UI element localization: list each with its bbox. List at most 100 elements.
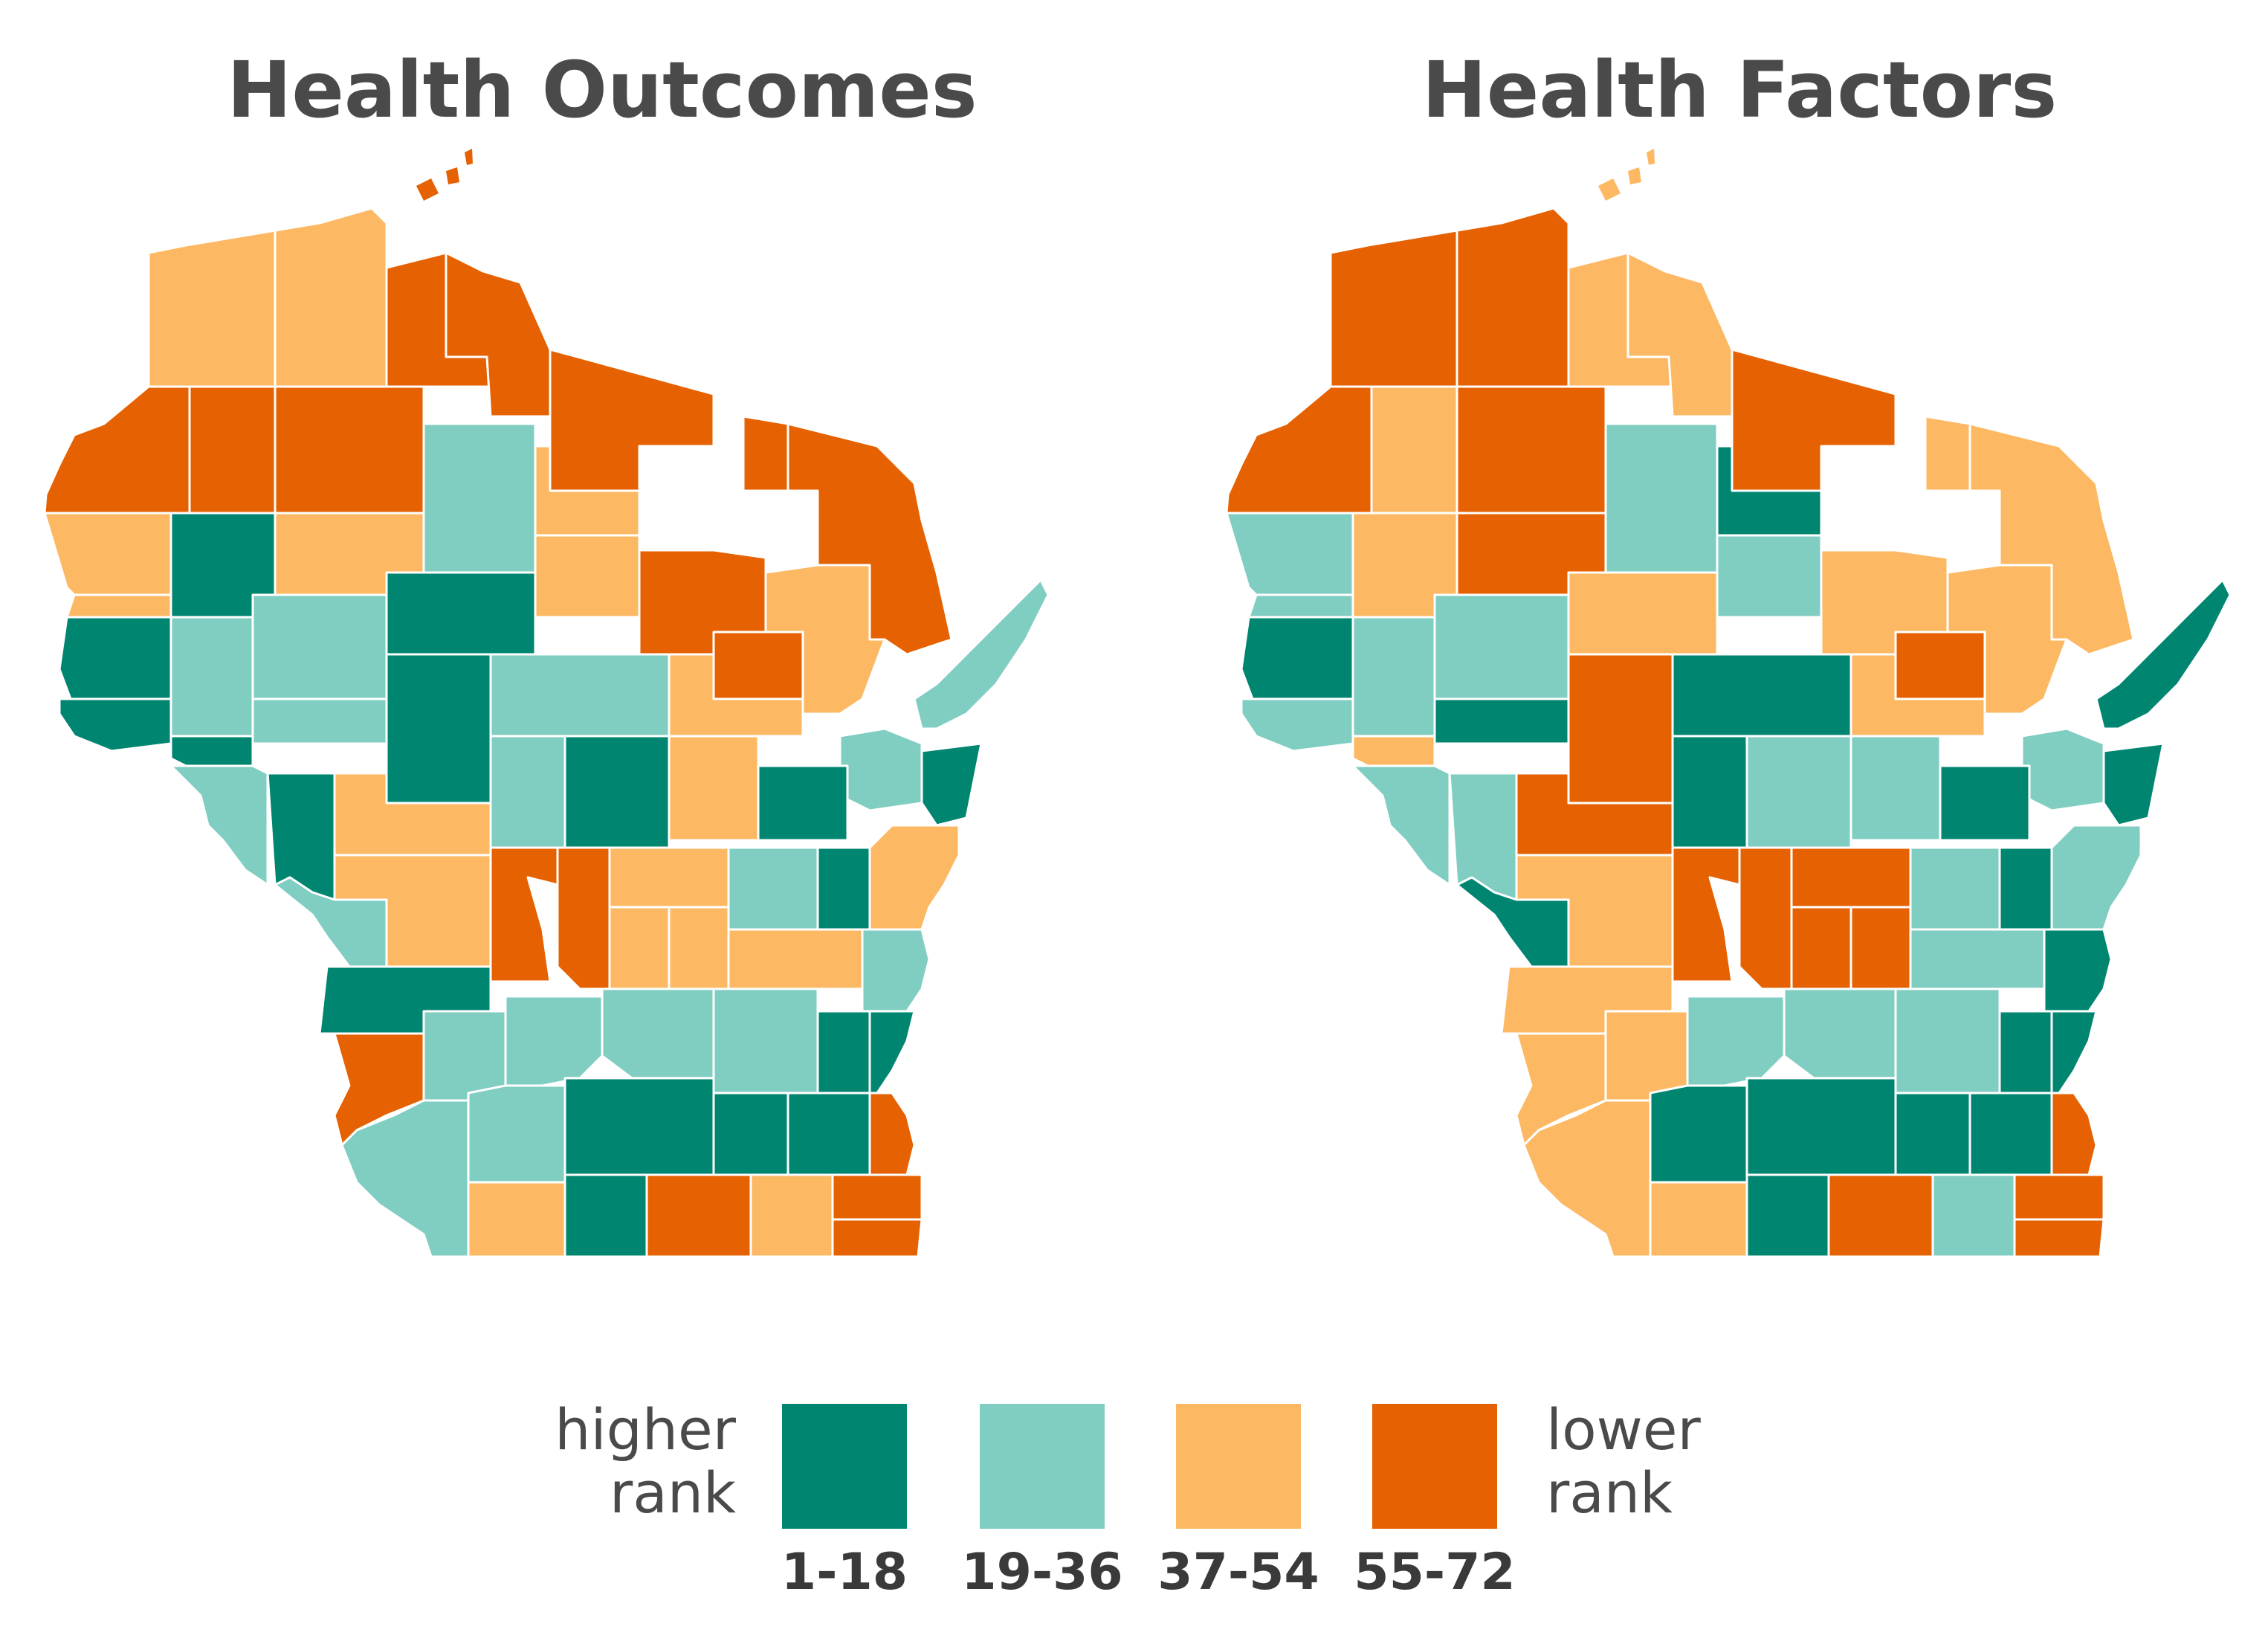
county-kenosha	[2013, 1218, 2105, 1258]
county-florence	[1924, 415, 1971, 492]
county-trempealeau	[1448, 772, 1518, 901]
legend-label-37-54: 37-54	[1157, 1543, 1319, 1602]
county-grant	[1522, 1099, 1652, 1258]
legend-higher-rank: higher rank	[461, 1398, 736, 1524]
county-door	[2095, 578, 2232, 730]
county-bayfield	[1329, 229, 1458, 388]
county-st-croix	[1240, 616, 1354, 700]
county-pepin	[169, 735, 254, 767]
county-sheboygan	[2043, 928, 2113, 1013]
island-1	[1628, 167, 1641, 184]
map-title-health-outcomes: Health Outcomes	[227, 45, 978, 135]
county-st-croix	[58, 616, 172, 700]
county-marathon	[489, 653, 671, 738]
county-burnett	[43, 512, 172, 596]
county-buffalo	[1351, 764, 1451, 886]
county-washington	[1998, 1010, 2053, 1095]
county-lincoln	[534, 534, 641, 619]
island-2	[465, 149, 473, 165]
county-adams	[556, 846, 611, 990]
legend-swatch-19-36	[980, 1404, 1105, 1529]
legend-higher-line1: higher	[555, 1396, 736, 1463]
legend-swatch-55-72	[1372, 1404, 1497, 1529]
county-lafayette	[467, 1181, 566, 1258]
county-menominee	[712, 631, 804, 700]
county-waukesha	[1968, 1092, 2053, 1176]
county-waushara	[608, 846, 730, 909]
county-eau-claire	[1433, 697, 1570, 745]
county-douglas	[1225, 385, 1373, 515]
county-sheboygan	[861, 928, 931, 1013]
county-dunn	[169, 616, 254, 738]
county-calumet	[1998, 846, 2053, 931]
legend-label-55-72: 55-72	[1354, 1543, 1516, 1602]
county-marinette	[786, 422, 953, 656]
county-iowa	[1649, 1084, 1748, 1184]
legend-lower-rank: lower rank	[1546, 1398, 1844, 1524]
county-price	[422, 422, 537, 574]
county-portage	[1745, 735, 1852, 849]
county-outagamie	[757, 764, 849, 842]
island-0	[416, 178, 439, 201]
county-dodge	[1894, 987, 2001, 1095]
county-dunn	[1351, 616, 1436, 738]
county-burnett	[1225, 512, 1354, 596]
county-waupaca	[1849, 735, 1942, 842]
county-washburn	[188, 385, 277, 515]
county-ozaukee	[868, 1010, 916, 1095]
county-ozaukee	[2050, 1010, 2098, 1095]
county-marquette	[1790, 906, 1852, 990]
county-kewaunee	[920, 742, 983, 827]
county-wood	[1671, 735, 1748, 849]
county-eau-claire	[251, 697, 388, 745]
health-factors-map	[1225, 149, 2232, 1258]
county-rock	[1827, 1173, 1934, 1258]
county-brown	[839, 727, 923, 812]
county-dodge	[712, 987, 819, 1095]
map-title-health-factors: Health Factors	[1421, 45, 2058, 135]
county-kenosha	[831, 1218, 923, 1258]
county-sauk	[504, 995, 604, 1087]
legend-label-1-18: 1-18	[781, 1543, 908, 1602]
county-jefferson	[1894, 1092, 1971, 1176]
county-pepin	[1351, 735, 1436, 767]
county-price	[1604, 422, 1719, 574]
county-lincoln	[1716, 534, 1823, 619]
county-milwaukee	[868, 1092, 916, 1176]
county-lafayette	[1649, 1181, 1748, 1258]
legend-label-19-36: 19-36	[961, 1543, 1123, 1602]
county-washington	[816, 1010, 871, 1095]
county-portage	[563, 735, 671, 849]
county-calumet	[816, 846, 871, 931]
island-2	[1647, 149, 1655, 165]
county-racine	[2013, 1173, 2105, 1221]
county-brown	[2020, 727, 2105, 812]
county-dane	[563, 1077, 715, 1176]
county-winnebago	[1909, 846, 2001, 931]
county-green-lake	[668, 906, 730, 990]
county-walworth	[749, 1173, 834, 1258]
county-iowa	[467, 1084, 566, 1184]
legend-lower-line1: lower	[1546, 1396, 1701, 1463]
county-green	[1745, 1173, 1830, 1258]
county-milwaukee	[2050, 1092, 2098, 1176]
legend-swatch-1-18	[782, 1404, 907, 1529]
county-florence	[742, 415, 789, 492]
county-trempealeau	[266, 772, 336, 901]
county-manitowoc	[868, 824, 960, 931]
island-0	[1598, 178, 1621, 201]
county-marinette	[1968, 422, 2135, 656]
county-forest	[549, 348, 715, 492]
county-pierce	[58, 697, 172, 752]
county-dane	[1745, 1077, 1897, 1176]
county-clark	[1567, 653, 1674, 805]
county-taylor	[1567, 571, 1719, 656]
county-manitowoc	[2050, 824, 2142, 931]
county-vilas	[1626, 251, 1734, 418]
county-waukesha	[786, 1092, 871, 1176]
county-fond-du-lac	[1909, 928, 2046, 990]
county-door	[913, 578, 1050, 730]
legend-lower-line2: rank	[1546, 1460, 1673, 1527]
county-fond-du-lac	[727, 928, 864, 990]
county-clark	[385, 653, 492, 805]
